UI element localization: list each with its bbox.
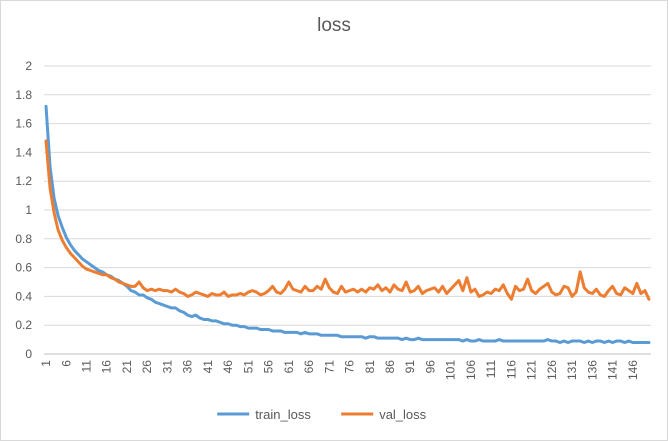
x-tick-label: 116 [504, 360, 518, 379]
x-tick-label: 101 [444, 360, 458, 380]
x-tick-label: 121 [525, 360, 539, 380]
x-tick-label: 106 [464, 360, 478, 380]
x-tick-label: 91 [403, 360, 417, 374]
x-tick-label: 31 [160, 360, 174, 374]
x-tick-label: 51 [241, 360, 255, 374]
y-tick-label: 0.6 [15, 261, 32, 275]
x-tick-label: 131 [565, 360, 579, 380]
x-tick-label: 41 [201, 360, 215, 374]
y-tick-label: 0.2 [15, 318, 32, 332]
x-tick-label: 146 [626, 360, 640, 380]
x-tick-label: 1 [39, 360, 53, 367]
x-tick-label: 26 [140, 360, 154, 374]
y-tick-label: 2 [25, 59, 32, 73]
y-tick-label: 0 [25, 347, 32, 361]
x-tick-label: 136 [585, 360, 599, 380]
y-tick-label: 0.8 [15, 232, 32, 246]
x-tick-label: 111 [484, 360, 498, 379]
series-line-train-loss [44, 104, 651, 344]
x-tick-label: 81 [363, 360, 377, 374]
x-tick-label: 46 [221, 360, 235, 374]
legend-label: val_loss [379, 407, 426, 422]
x-tick-label: 96 [423, 360, 437, 374]
x-tick-label: 76 [343, 360, 357, 374]
y-tick-label: 0.4 [15, 289, 32, 303]
y-tick-label: 1.8 [15, 88, 32, 102]
y-tick-label: 1.4 [15, 145, 32, 159]
x-tick-label: 61 [282, 360, 296, 374]
x-tick-label: 11 [79, 360, 93, 373]
x-tick-label: 16 [100, 360, 114, 374]
y-tick-label: 1.6 [15, 117, 32, 131]
x-tick-label: 36 [181, 360, 195, 374]
y-tick-label: 1 [25, 203, 32, 217]
series-line-val-loss [44, 139, 651, 301]
x-tick-label: 56 [262, 360, 276, 374]
x-tick-label: 21 [120, 360, 134, 374]
x-tick-label: 86 [383, 360, 397, 374]
x-tick-label: 126 [545, 360, 559, 380]
x-tick-label: 141 [606, 360, 620, 380]
legend-label: train_loss [255, 407, 311, 422]
y-tick-label: 1.2 [15, 174, 32, 188]
x-tick-label: 6 [59, 360, 73, 367]
chart-title: loss [317, 15, 351, 36]
x-tick-label: 71 [322, 360, 336, 374]
x-tick-label: 66 [302, 360, 316, 374]
